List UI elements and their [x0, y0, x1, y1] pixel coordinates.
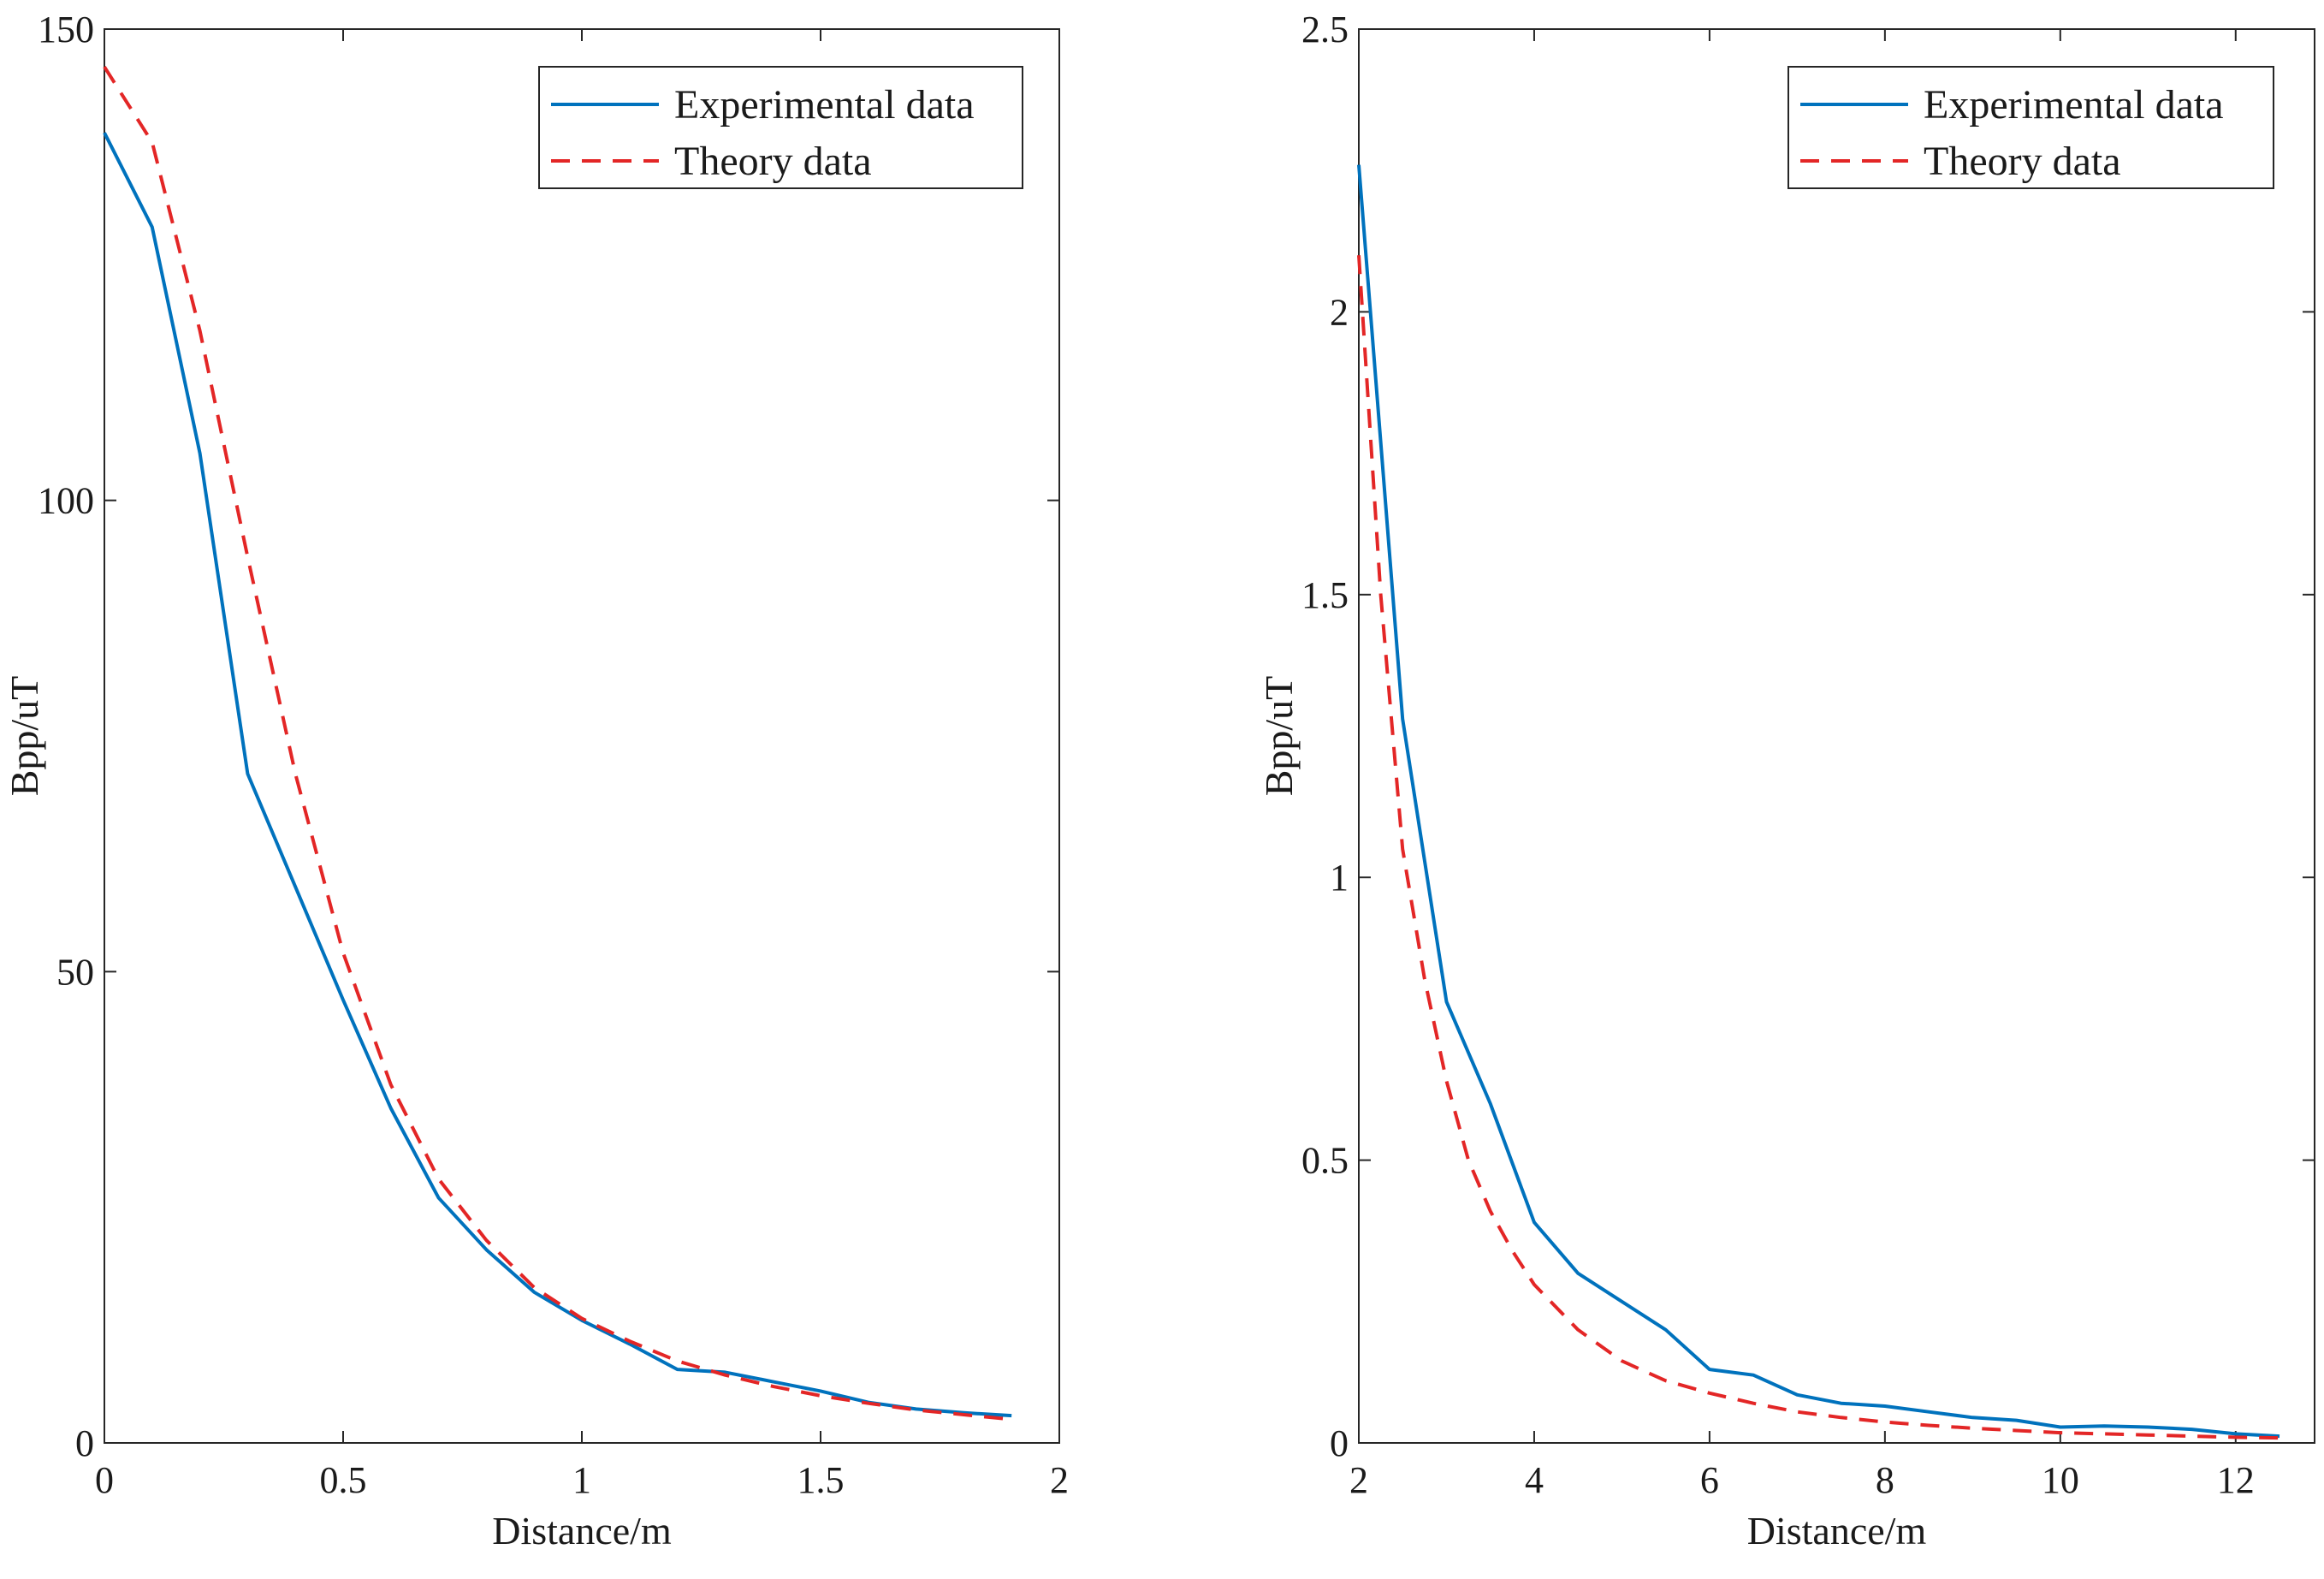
- series-line-experimental: [103, 132, 1012, 1418]
- y-tick-label: 1.5: [1301, 574, 1349, 616]
- y-tick-label: 0.5: [1301, 1140, 1349, 1182]
- legend-box: [538, 66, 1023, 189]
- legend: Experimental data Theory data: [1787, 66, 2274, 189]
- x-axis-label: Distance/m: [1747, 1509, 1927, 1552]
- series-line-experimental: [1357, 164, 2280, 1439]
- y-tick-label: 2.5: [1301, 9, 1349, 50]
- legend-label: Experimental data: [674, 82, 975, 128]
- x-tick-label: 0: [95, 1459, 114, 1501]
- y-axis-label: Bpp/uT: [1257, 676, 1301, 797]
- legend-label: Experimental data: [1924, 82, 2224, 128]
- x-tick-label: 0.5: [320, 1459, 367, 1501]
- series-line-theory: [103, 66, 1012, 1422]
- legend-label: Theory data: [674, 139, 872, 184]
- x-tick-label: 8: [1876, 1459, 1894, 1501]
- legend-label: Theory data: [1924, 139, 2121, 184]
- legend: Experimental data Theory data: [538, 66, 1023, 189]
- y-tick-label: 100: [38, 480, 94, 522]
- x-tick-label: 2: [1050, 1459, 1069, 1501]
- x-tick-label: 4: [1525, 1459, 1544, 1501]
- x-tick-label: 6: [1700, 1459, 1719, 1501]
- x-axis-label: Distance/m: [492, 1509, 672, 1552]
- x-tick-label: 10: [2042, 1459, 2079, 1501]
- y-tick-label: 150: [38, 9, 94, 50]
- chart-2: 2 4 6 8 10 12 0 0.5 1 1.5 2 2.5 Distance/m Bpp/uT Expe…: [1257, 9, 2315, 1552]
- x-tick-label: 1: [572, 1459, 591, 1501]
- legend-box: [1787, 66, 2274, 189]
- y-tick-label: 1: [1330, 857, 1349, 899]
- y-tick-label: 2: [1330, 291, 1349, 333]
- y-tick-label: 0: [75, 1422, 94, 1464]
- x-tick-label: 1.5: [797, 1459, 845, 1501]
- x-tick-label: 12: [2217, 1459, 2255, 1501]
- y-tick-label: 0: [1330, 1422, 1349, 1464]
- y-axis-label: Bpp/uT: [3, 676, 46, 797]
- x-tick-label: 2: [1349, 1459, 1368, 1501]
- series-line-theory: [1357, 255, 2280, 1440]
- chart-1: 0 0.5 1 1.5 2 0 50 100 150 Distance/m Bpp/uT Experi…: [3, 9, 1069, 1552]
- plot-frame: [1358, 28, 2315, 1444]
- y-tick-label: 50: [56, 951, 94, 993]
